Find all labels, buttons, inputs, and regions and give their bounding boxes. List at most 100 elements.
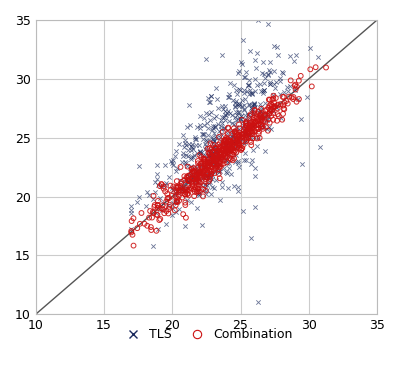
Point	[204, 147, 210, 154]
Point	[271, 100, 277, 106]
Point	[128, 210, 134, 216]
Point	[250, 115, 257, 121]
Point	[205, 160, 211, 166]
Point	[244, 131, 251, 137]
Point	[212, 161, 218, 167]
Point	[206, 150, 212, 156]
Point	[172, 207, 178, 214]
Point	[169, 185, 176, 191]
Point	[210, 149, 216, 155]
Point	[240, 157, 247, 163]
Point	[209, 125, 216, 131]
Point	[240, 131, 247, 138]
Point	[220, 146, 226, 152]
Point	[206, 157, 213, 163]
Point	[212, 149, 218, 155]
Point	[211, 161, 217, 167]
Point	[207, 168, 214, 174]
Point	[196, 152, 203, 158]
Point	[197, 122, 203, 128]
Point	[157, 216, 164, 222]
Point	[206, 180, 213, 187]
Point	[189, 168, 196, 174]
Point	[205, 162, 211, 168]
Point	[208, 151, 214, 157]
Point	[261, 87, 268, 93]
Point	[158, 205, 165, 211]
Point	[202, 165, 208, 171]
Point	[230, 133, 236, 139]
Point	[166, 195, 172, 201]
Point	[284, 84, 290, 90]
Point	[166, 174, 173, 180]
Point	[206, 152, 213, 158]
Point	[265, 21, 271, 27]
Point	[220, 147, 226, 153]
Point	[189, 170, 196, 176]
Point	[266, 81, 273, 87]
Point	[252, 107, 258, 113]
Point	[241, 140, 247, 146]
Point	[265, 72, 271, 78]
Point	[257, 117, 264, 123]
Point	[206, 146, 213, 152]
Point	[258, 116, 265, 122]
Point	[222, 108, 228, 114]
Point	[246, 125, 253, 131]
Point	[178, 184, 184, 190]
Point	[242, 130, 248, 136]
Point	[308, 83, 315, 89]
Point	[154, 202, 161, 208]
Point	[143, 203, 150, 209]
Point	[230, 157, 236, 163]
Point	[222, 112, 229, 118]
Point	[252, 123, 258, 129]
Point	[207, 150, 214, 157]
Point	[236, 103, 242, 109]
Point	[148, 227, 154, 233]
Point	[226, 118, 232, 124]
Point	[207, 140, 214, 146]
Point	[154, 205, 161, 211]
Point	[253, 65, 260, 71]
Point	[243, 138, 249, 144]
Point	[212, 156, 218, 162]
Point	[223, 138, 229, 144]
Point	[261, 80, 267, 86]
Point	[208, 109, 214, 115]
Point	[213, 149, 219, 155]
Point	[204, 160, 210, 166]
Point	[162, 182, 168, 188]
Point	[213, 133, 219, 139]
Point	[271, 81, 277, 87]
Point	[273, 95, 279, 101]
Point	[257, 114, 264, 120]
Point	[208, 171, 214, 177]
Point	[189, 183, 196, 189]
Point	[236, 101, 242, 107]
Point	[299, 160, 305, 166]
Point	[276, 113, 282, 119]
Point	[244, 127, 250, 133]
Point	[250, 123, 256, 129]
Point	[274, 44, 280, 50]
Point	[246, 77, 253, 83]
Point	[234, 138, 241, 144]
Point	[230, 137, 237, 143]
Point	[160, 206, 166, 212]
Point	[179, 159, 185, 165]
Point	[226, 147, 232, 153]
Point	[214, 152, 220, 158]
Point	[178, 187, 184, 193]
Point	[210, 140, 216, 146]
Point	[246, 124, 253, 130]
Point	[193, 179, 200, 185]
Point	[177, 183, 184, 189]
Point	[267, 107, 274, 113]
Point	[235, 139, 242, 146]
Point	[195, 158, 201, 164]
Point	[173, 184, 179, 190]
Point	[265, 116, 272, 122]
Point	[279, 117, 285, 123]
Point	[228, 145, 234, 151]
